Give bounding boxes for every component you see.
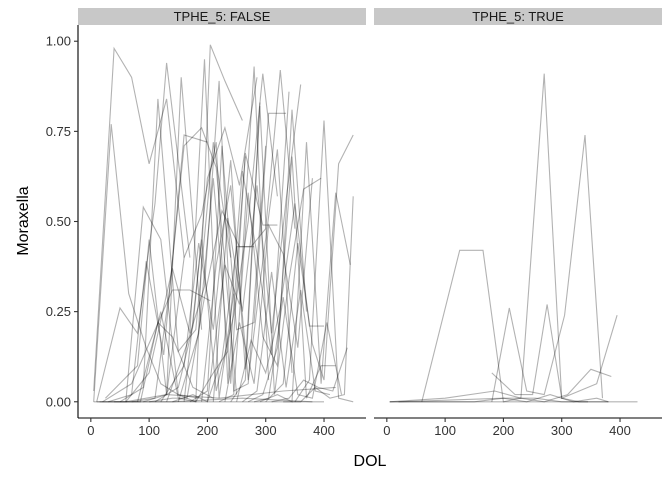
trace-line (136, 44, 243, 403)
traces-true (389, 73, 638, 403)
x-tick-label: 200 (197, 423, 219, 438)
y-tick-label: 0.50 (46, 214, 71, 229)
trace-line (154, 77, 258, 403)
trace-line (105, 77, 203, 399)
trace-line (172, 66, 270, 403)
x-ticks-true: 0 100 200 300 400 (383, 418, 631, 438)
trace-line (93, 124, 197, 403)
x-tick-label: 300 (551, 423, 573, 438)
trace-line (143, 142, 246, 403)
traces-false (93, 44, 354, 403)
x-tick-label: 100 (138, 423, 160, 438)
trace-line (93, 46, 185, 392)
y-tick-label: 0.25 (46, 304, 71, 319)
trace-line (125, 386, 336, 403)
strip-label-false: TPHE_5: FALSE (174, 9, 271, 24)
trace-line (283, 196, 354, 403)
trace-line (247, 156, 336, 403)
trace-line (271, 347, 348, 403)
trace-line (212, 84, 302, 402)
x-tick-label: 400 (609, 423, 631, 438)
x-tick-label: 0 (87, 423, 94, 438)
trace-line (96, 397, 313, 403)
trace-line (166, 80, 267, 402)
trace-line (259, 142, 351, 403)
trace-line (114, 321, 214, 403)
x-ticks-false: 0 100 200 300 400 (87, 418, 335, 438)
trace-line (491, 134, 604, 402)
trace-line (265, 134, 354, 403)
trace-line (99, 205, 199, 403)
trace-line (389, 394, 609, 403)
trace-line (177, 152, 278, 402)
trace-line (421, 73, 609, 403)
trace-line (102, 289, 211, 403)
trace-line (96, 62, 191, 402)
trace-line (160, 102, 261, 403)
x-tick-label: 300 (255, 423, 277, 438)
trace-line (491, 304, 618, 399)
trace-line (149, 208, 255, 403)
trace-line (206, 70, 296, 402)
trace-line (189, 112, 287, 403)
x-tick-label: 100 (434, 423, 456, 438)
trace-line (242, 271, 331, 403)
trace-line (230, 106, 322, 403)
x-axis-title: DOL (354, 453, 387, 470)
panel-true: TPHE_5: TRUE 0 100 200 300 400 (374, 8, 662, 438)
y-ticks: 0.00 0.25 0.50 0.75 1.00 (46, 34, 78, 409)
trace-line (398, 397, 588, 403)
trace-line (218, 109, 308, 403)
panel-false: TPHE_5: FALSE 0 100 200 300 400 0.00 0.25 0.50… (46, 8, 366, 438)
trace-line (201, 149, 293, 402)
y-axis-title: Moraxella (15, 186, 32, 255)
trace-line (236, 203, 324, 402)
y-tick-label: 1.00 (46, 34, 71, 49)
strip-label-true: TPHE_5: TRUE (472, 9, 564, 24)
x-tick-label: 400 (313, 423, 335, 438)
trace-line (125, 59, 235, 403)
trace-line (119, 98, 232, 403)
strip-true (374, 8, 662, 25)
x-tick-label: 200 (493, 423, 515, 438)
trace-line (294, 120, 354, 403)
y-tick-label: 0.75 (46, 124, 71, 139)
trace-line (253, 297, 343, 403)
trace-line (224, 178, 313, 402)
strip-false (78, 8, 366, 25)
x-tick-label: 0 (383, 423, 390, 438)
trace-line (131, 126, 238, 403)
trace-line (108, 134, 208, 403)
trace-line (183, 73, 278, 402)
y-tick-label: 0.00 (46, 394, 71, 409)
trace-line (195, 91, 290, 403)
trace-line (389, 368, 612, 403)
